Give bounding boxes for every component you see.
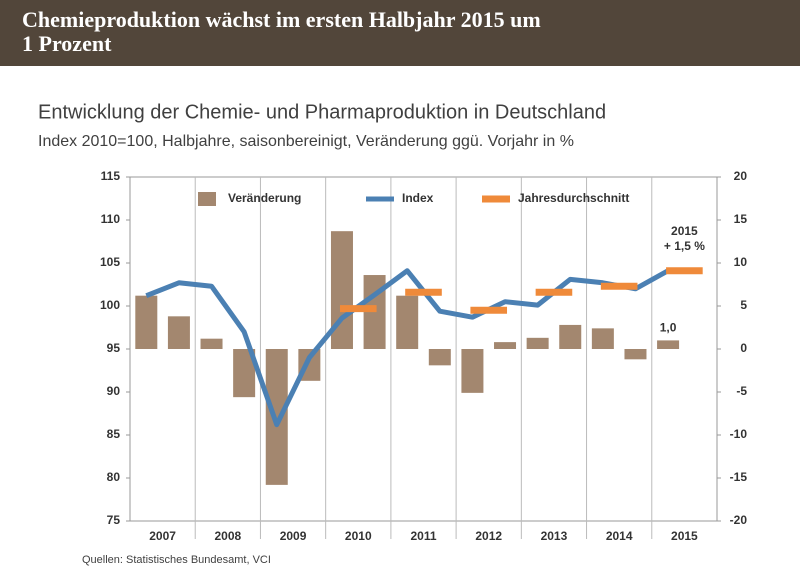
chart-subtitle: Index 2010=100, Halbjahre, saisonbereini… bbox=[38, 133, 574, 150]
y-tick-label: 80 bbox=[107, 470, 121, 484]
bar bbox=[591, 328, 614, 349]
bar bbox=[135, 295, 158, 349]
header-title: Chemieproduktion wächst im ersten Halbja… bbox=[22, 7, 541, 32]
y2-tick-label: -15 bbox=[730, 470, 748, 484]
bar bbox=[200, 338, 223, 349]
x-tick-label: 2011 bbox=[410, 529, 436, 543]
bar bbox=[461, 349, 484, 393]
bar bbox=[624, 349, 647, 360]
annotation: 2015 bbox=[671, 224, 698, 238]
header-banner bbox=[0, 0, 800, 66]
y2-tick-label: 20 bbox=[734, 169, 748, 183]
value-label: 1,0 bbox=[660, 321, 677, 335]
y2-tick-label: 5 bbox=[740, 298, 747, 312]
source: Quellen: Statistisches Bundesamt, VCI bbox=[82, 554, 271, 566]
index-line bbox=[145, 268, 670, 428]
y-tick-label: 110 bbox=[101, 212, 121, 226]
chart-title: Entwicklung der Chemie- und Pharmaproduk… bbox=[38, 101, 606, 123]
y2-tick-label: 10 bbox=[734, 255, 748, 269]
bar bbox=[526, 337, 549, 349]
bar bbox=[494, 342, 517, 349]
legend-swatch bbox=[198, 192, 216, 206]
bar bbox=[428, 349, 451, 366]
y2-tick-label: -5 bbox=[736, 384, 747, 398]
y-tick-label: 95 bbox=[107, 341, 121, 355]
x-tick-label: 2014 bbox=[606, 529, 633, 543]
y-tick-label: 115 bbox=[101, 169, 121, 183]
y-tick-label: 105 bbox=[100, 255, 120, 269]
y-tick-label: 75 bbox=[107, 513, 121, 527]
legend-label: Jahresdurchschnitt bbox=[518, 191, 629, 205]
y2-tick-label: -20 bbox=[730, 513, 748, 527]
y2-tick-label: -10 bbox=[730, 427, 748, 441]
bar bbox=[167, 316, 190, 349]
x-tick-label: 2007 bbox=[149, 529, 176, 543]
bar bbox=[396, 295, 419, 349]
y-tick-label: 85 bbox=[107, 427, 121, 441]
x-tick-label: 2013 bbox=[541, 529, 568, 543]
legend-label: Veränderung bbox=[228, 191, 301, 205]
y2-tick-label: 15 bbox=[734, 212, 748, 226]
bar bbox=[233, 349, 256, 398]
y-tick-label: 100 bbox=[100, 298, 120, 312]
y2-tick-label: 0 bbox=[740, 341, 747, 355]
legend-label: Index bbox=[402, 191, 434, 205]
x-tick-label: 2009 bbox=[280, 529, 307, 543]
x-tick-label: 2008 bbox=[214, 529, 241, 543]
x-tick-label: 2010 bbox=[345, 529, 372, 543]
bar bbox=[330, 231, 353, 349]
annotation: + 1,5 % bbox=[664, 239, 705, 253]
x-tick-label: 2012 bbox=[475, 529, 502, 543]
bar bbox=[265, 349, 288, 485]
y-tick-label: 90 bbox=[107, 384, 121, 398]
header-title: 1 Prozent bbox=[22, 31, 112, 56]
x-tick-label: 2015 bbox=[671, 529, 698, 543]
bar bbox=[657, 340, 680, 349]
bar bbox=[559, 324, 582, 349]
